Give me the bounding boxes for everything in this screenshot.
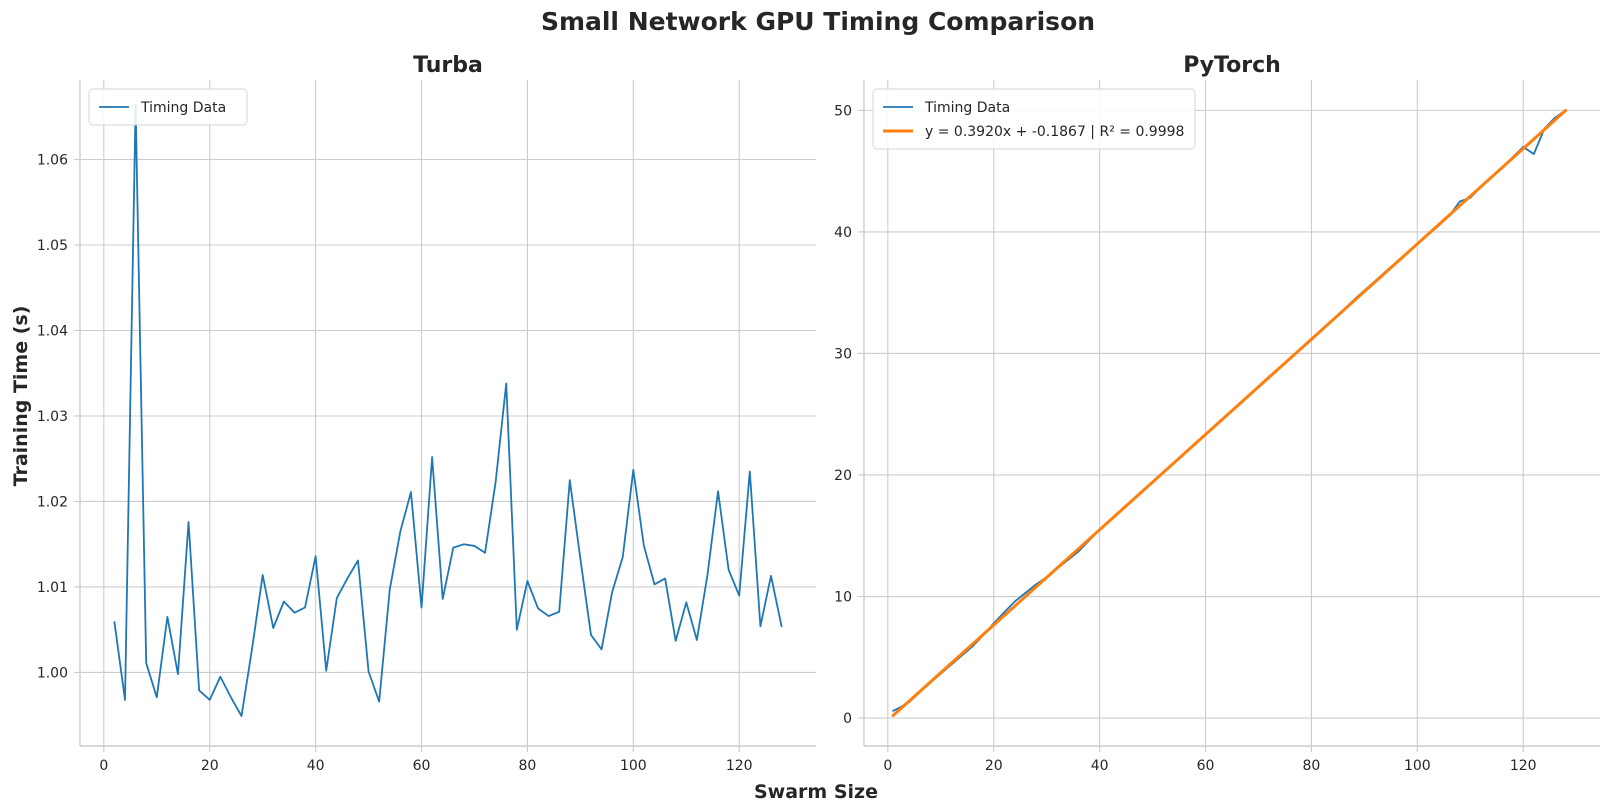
turba-y-tick-label: 1.03 — [37, 409, 68, 425]
turba-x-tick-label: 80 — [519, 758, 537, 774]
pytorch-legend-box — [872, 88, 1196, 150]
turba-legend-box — [88, 88, 248, 126]
pytorch-y-tick-label: 0 — [843, 711, 852, 727]
figure-y-label: Training Time (s) — [10, 306, 32, 487]
turba-legend-label: Timing Data — [140, 100, 226, 116]
pytorch-panel: 0 20 40 60 80 100 120 0 10 20 30 40 50 PyTorch Timing … — [834, 53, 1600, 774]
turba-x-tick-label: 120 — [726, 758, 753, 774]
pytorch-x-tick-label: 60 — [1197, 758, 1215, 774]
pytorch-y-tick-label: 20 — [834, 468, 852, 484]
pytorch-x-tick-label: 100 — [1404, 758, 1431, 774]
turba-y-tick-label: 1.02 — [37, 494, 68, 510]
figure-title: Small Network GPU Timing Comparison — [541, 7, 1095, 36]
turba-panel-title: Turba — [413, 53, 483, 78]
figure-x-label: Swarm Size — [754, 781, 878, 803]
pytorch-legend-label: Timing Data — [924, 100, 1010, 116]
turba-x-tick-label: 100 — [620, 758, 647, 774]
turba-y-tick-label: 1.06 — [37, 153, 68, 169]
pytorch-y-tick-label: 40 — [834, 225, 852, 241]
turba-y-tick-label: 1.00 — [37, 665, 68, 681]
turba-x-tick-label: 0 — [99, 758, 108, 774]
pytorch-x-tick-label: 120 — [1510, 758, 1537, 774]
pytorch-y-tick-label: 50 — [834, 103, 852, 119]
turba-y-tick-label: 1.04 — [37, 323, 68, 339]
turba-x-tick-label: 20 — [201, 758, 219, 774]
turba-y-tick-label: 1.01 — [37, 580, 68, 596]
turba-y-tick-label: 1.05 — [37, 238, 68, 254]
pytorch-panel-title: PyTorch — [1183, 53, 1281, 78]
pytorch-x-tick-label: 0 — [883, 758, 892, 774]
pytorch-series-line-fit — [891, 109, 1568, 718]
pytorch-x-tick-label: 80 — [1303, 758, 1321, 774]
turba-panel: 0 20 40 60 80 100 120 1.00 1.01 1.02 1.03 1.04 1.05 1… — [37, 53, 816, 774]
turba-x-tick-label: 40 — [307, 758, 325, 774]
pytorch-y-tick-label: 30 — [834, 346, 852, 362]
pytorch-x-tick-label: 40 — [1091, 758, 1109, 774]
pytorch-legend-label: y = 0.3920x + -0.1867 | R² = 0.9998 — [925, 124, 1184, 140]
pytorch-x-tick-label: 20 — [985, 758, 1003, 774]
turba-series-line-timing-data — [113, 103, 783, 717]
pytorch-y-tick-label: 10 — [834, 590, 852, 606]
turba-x-tick-label: 60 — [413, 758, 431, 774]
